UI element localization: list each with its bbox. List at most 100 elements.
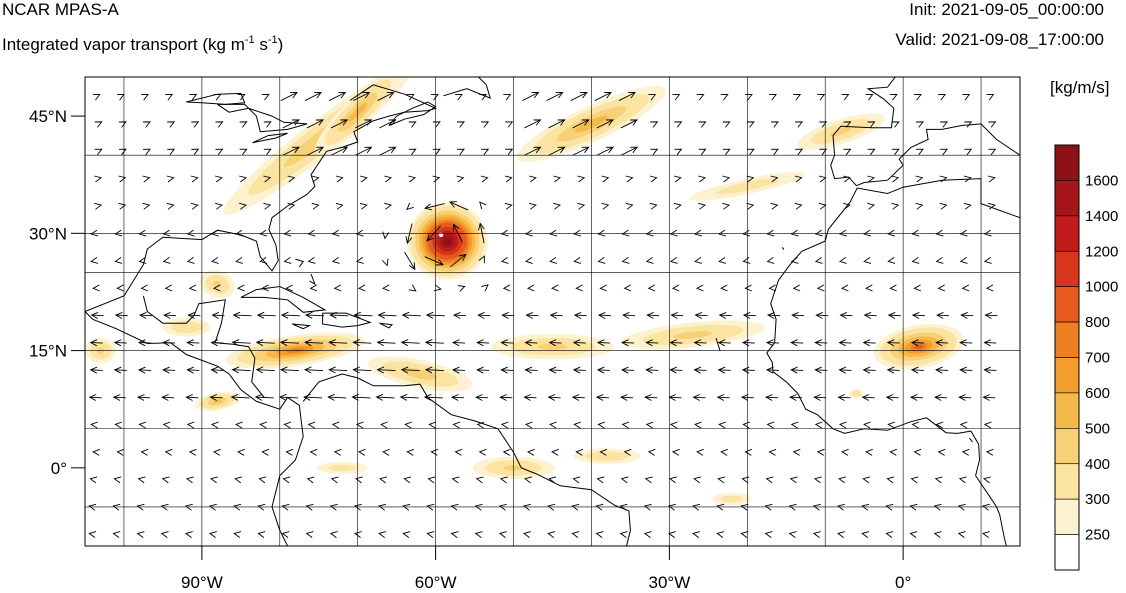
ivt-vector (136, 394, 151, 401)
ivt-vector (594, 92, 612, 101)
ivt-vector (765, 476, 774, 484)
ivt-vector (261, 94, 270, 101)
ivt-vector (885, 503, 894, 511)
coastline (860, 77, 863, 78)
ivt-vector (328, 366, 348, 374)
ivt-vector (963, 175, 972, 183)
ivt-vector (432, 121, 441, 128)
ivt-vector (359, 202, 368, 210)
ivt-vector (281, 531, 290, 538)
ivt-vector (940, 121, 949, 128)
ivt-vector (215, 121, 224, 128)
ivt-vector (650, 148, 659, 156)
ivt-vector (716, 503, 725, 511)
ivt-vector (863, 257, 872, 264)
x-tick-label: 30°W (648, 573, 690, 592)
ivt-vector (237, 284, 245, 292)
ivt-blob (162, 317, 211, 337)
ivt-blob (796, 113, 885, 151)
ivt-vector (90, 257, 99, 264)
ivt-vector (693, 476, 702, 484)
ivt-vector (408, 121, 417, 128)
ivt-vector (621, 257, 630, 264)
ivt-vector (693, 339, 707, 347)
ivt-vector (501, 311, 515, 319)
ivt-vector (886, 366, 900, 374)
ivt-vector (213, 94, 222, 101)
ivt-vector (819, 121, 828, 128)
ivt-vector (500, 339, 514, 347)
ivt-vector (328, 92, 347, 101)
ivt-vector (575, 284, 583, 292)
ivt-vector (330, 476, 339, 484)
ivt-vector (572, 366, 586, 374)
ivt-vector (112, 394, 126, 401)
ivt-vector (618, 92, 637, 101)
ivt-vector (309, 448, 318, 456)
ivt-vector (911, 311, 925, 319)
ivt-vector (596, 146, 614, 156)
ivt-vector (357, 448, 366, 456)
ivt-vector (887, 421, 896, 429)
ivt-vector (522, 531, 531, 538)
colorbar-label: 1400 (1085, 208, 1118, 225)
ivt-vector (354, 476, 363, 484)
ivt-vector (237, 448, 245, 456)
ivt-vector (479, 94, 488, 101)
ivt-vector (167, 121, 176, 128)
units-mid: s (254, 35, 268, 54)
ivt-vector (162, 229, 171, 237)
ivt-vector (481, 148, 490, 156)
ivt-vector (645, 421, 654, 429)
ivt-vector (988, 148, 997, 156)
ivt-vector (915, 202, 924, 210)
ivt-vector (402, 531, 411, 538)
coastline (302, 373, 631, 546)
ivt-vector (790, 229, 799, 237)
coastline (240, 285, 327, 313)
ivt-vector (717, 366, 731, 374)
ivt-vector (913, 448, 922, 456)
ivt-vector (524, 366, 538, 374)
ivt-contour (537, 343, 568, 350)
ivt-vector (452, 311, 467, 319)
ivt-vector (423, 393, 443, 401)
ivt-vector (376, 366, 396, 374)
lat-lon-grid (85, 77, 1020, 546)
ivt-vector (279, 366, 299, 374)
ivt-vector (524, 229, 533, 237)
ivt-vector (162, 421, 171, 429)
coastline (766, 178, 1020, 546)
ivt-vector (400, 366, 420, 374)
ivt-vector (939, 175, 948, 183)
ivt-vector (671, 284, 680, 292)
ivt-vector (553, 175, 562, 183)
ivt-vector (789, 394, 803, 401)
ivt-vector (456, 148, 465, 156)
ivt-contour (328, 464, 356, 472)
ivt-vector (163, 311, 177, 319)
coastline (830, 77, 1020, 187)
ivt-vector (239, 121, 248, 128)
ivt-vector (92, 284, 100, 292)
ivt-vector (674, 121, 683, 128)
ivt-vector (474, 503, 483, 511)
ivt-vector (548, 146, 566, 156)
ivt-vector (162, 339, 176, 347)
ivt-vector (910, 476, 919, 484)
ivt-vector (118, 148, 127, 156)
ivt-vector (643, 531, 652, 538)
ivt-vector (307, 257, 316, 264)
ivt-vector (984, 311, 998, 319)
ivt-vector (742, 257, 751, 264)
ivt-vector (551, 448, 559, 456)
ivt-vector (432, 148, 441, 156)
colorbar-swatch (1054, 463, 1080, 500)
ivt-vector (911, 229, 920, 237)
ivt-vector (188, 284, 197, 292)
ivt-vector (450, 394, 465, 401)
coastline (292, 323, 312, 330)
ivt-vector (208, 503, 217, 511)
ivt-vector (547, 503, 556, 511)
colorbar-swatch (1054, 534, 1080, 571)
